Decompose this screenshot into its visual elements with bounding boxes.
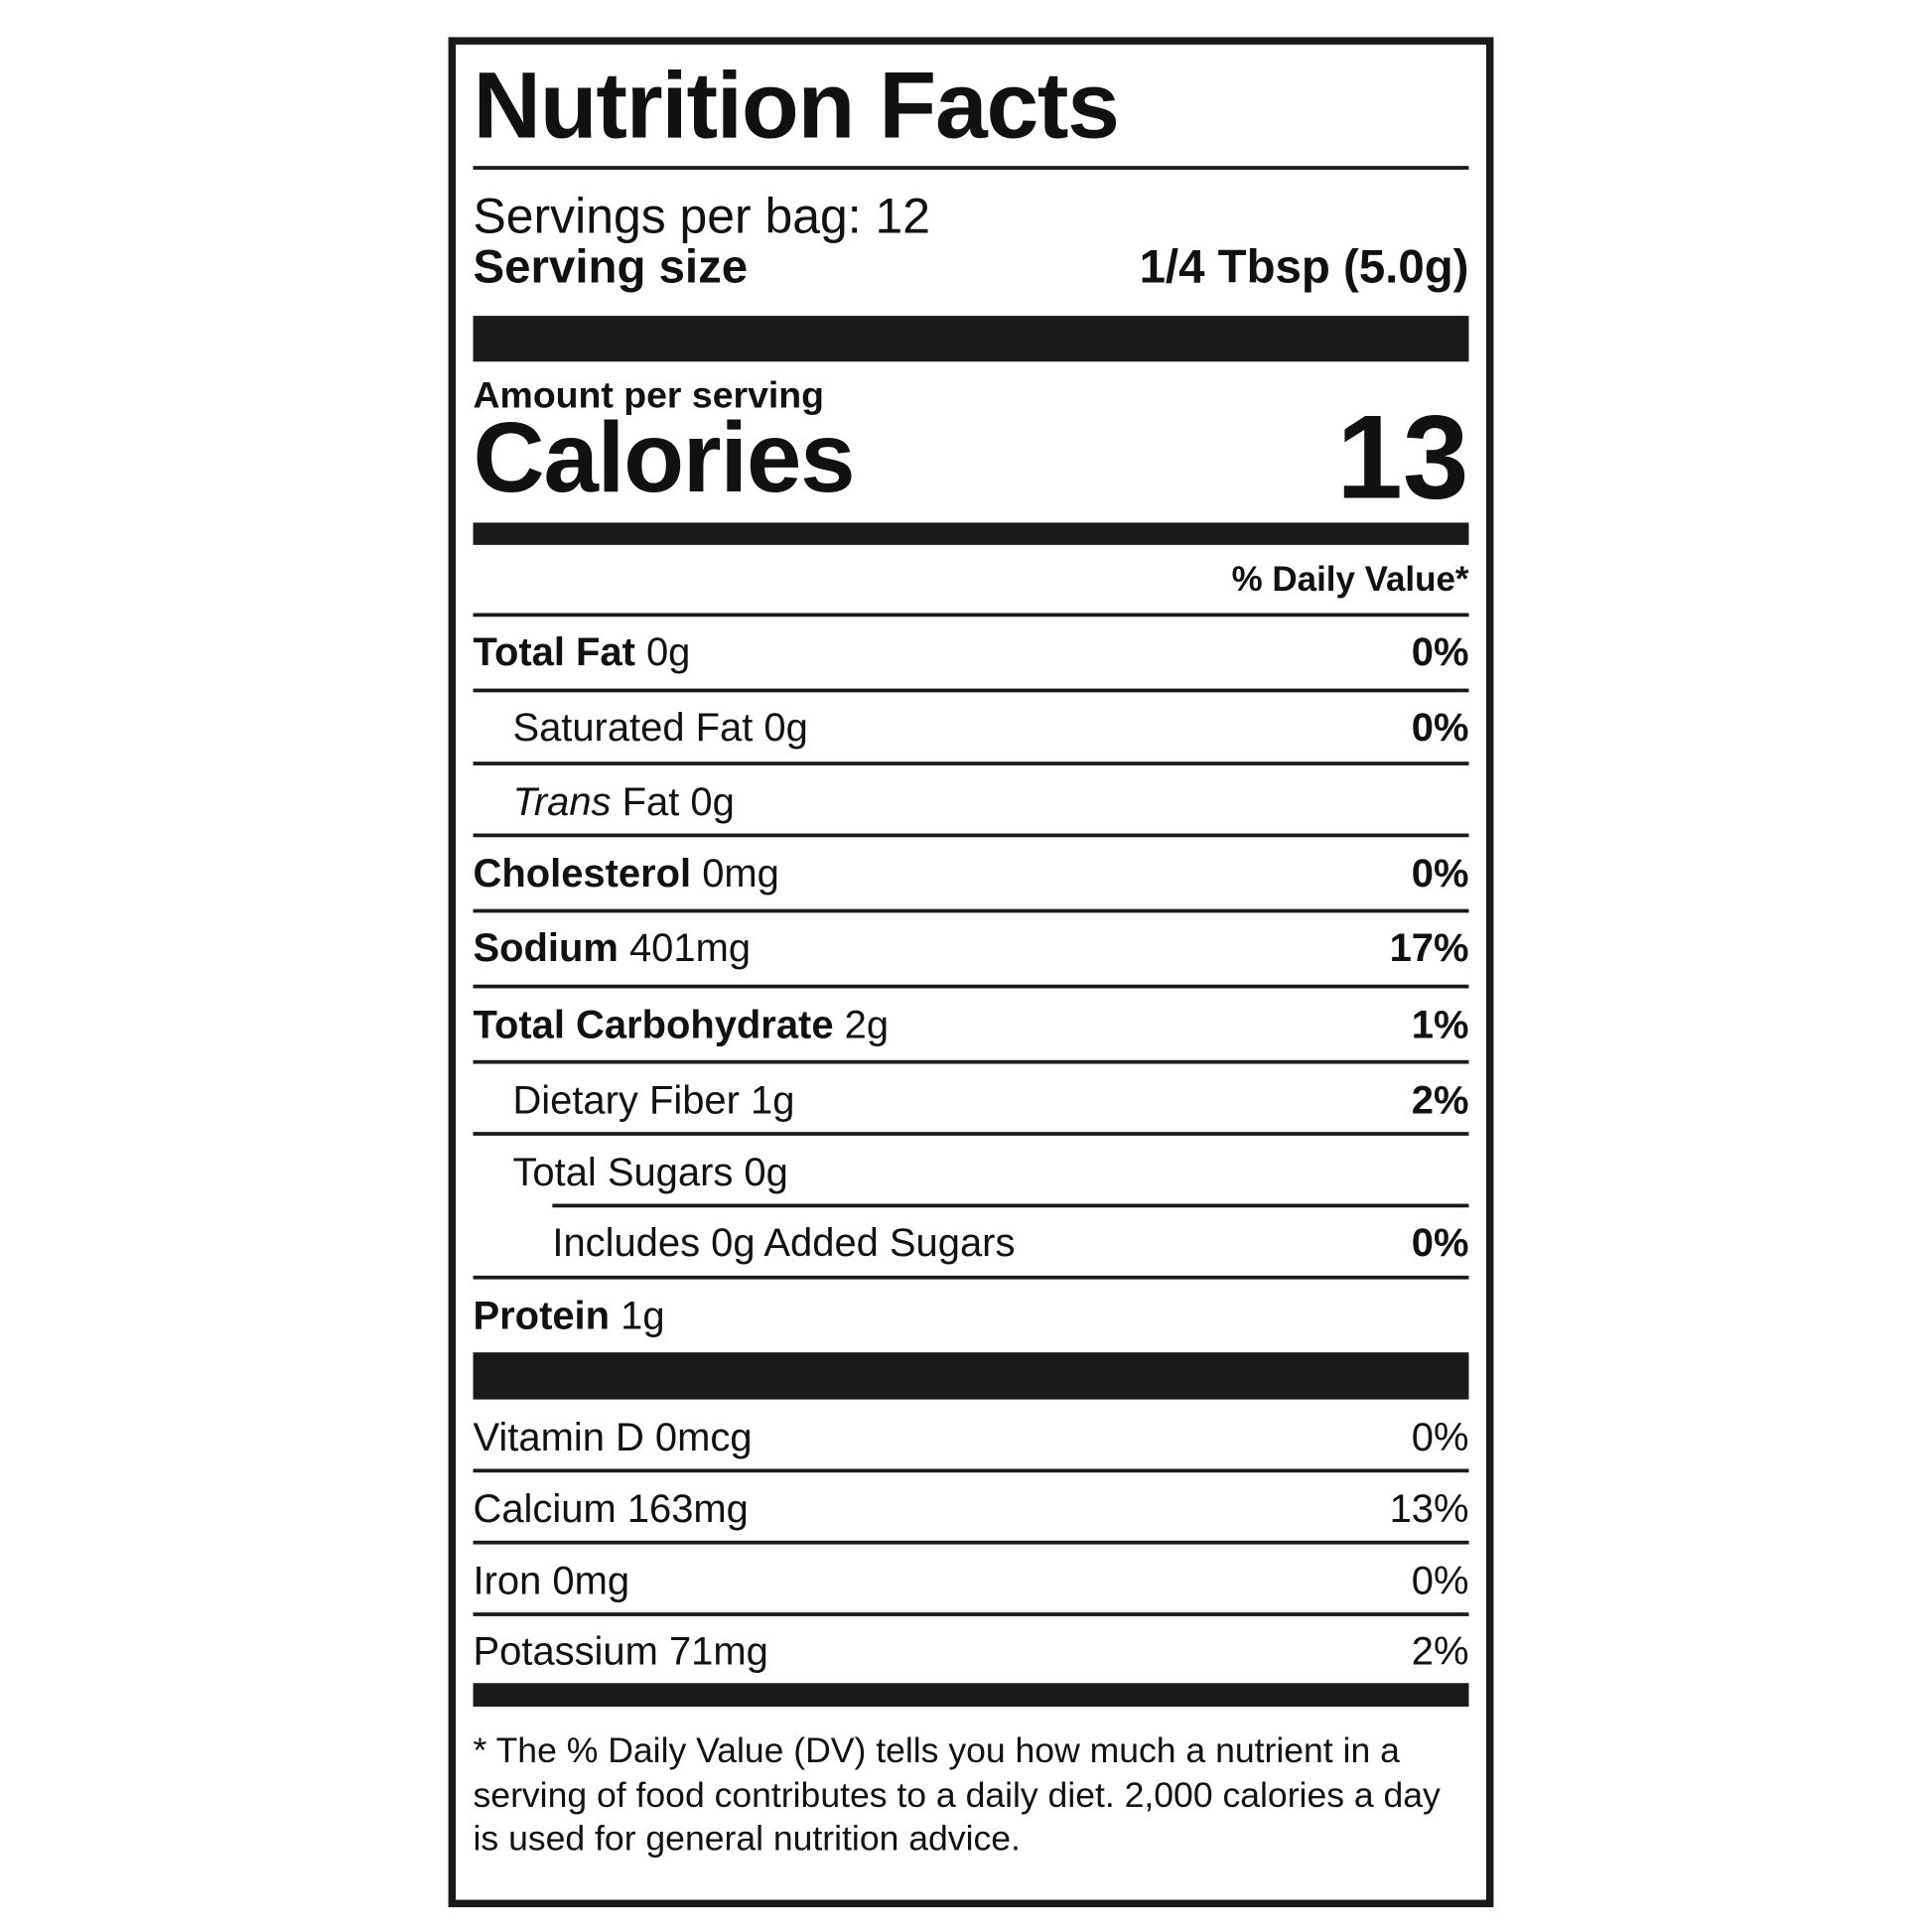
nutrient-dv: 0% [1411, 628, 1469, 673]
serving-size-value: 1/4 Tbsp (5.0g) [1139, 240, 1469, 294]
nutrient-name: Saturated Fat [512, 704, 754, 750]
rule [552, 1203, 1469, 1208]
nutrient-dv: 0% [1411, 1219, 1469, 1265]
vitamin-row: Calcium 163mg 13% [474, 1477, 1469, 1539]
nutrient-name: Sodium [473, 924, 619, 970]
nutrient-row: Dietary Fiber 1g 2% [474, 1069, 1469, 1131]
nutrient-name: Protein [473, 1292, 611, 1337]
title: Nutrition Facts [474, 53, 1469, 158]
vitamin-dv: 0% [1411, 1413, 1469, 1458]
calories-value: 13 [1336, 391, 1469, 524]
nutrient-row: Saturated Fat 0g 0% [474, 696, 1469, 758]
nutrient-amount: 1g [621, 1292, 665, 1337]
vitamin-row: Potassium 71mg 2% [474, 1620, 1469, 1682]
vitamin-name: Calcium [473, 1485, 617, 1531]
serving-size: Serving size 1/4 Tbsp (5.0g) [474, 240, 1469, 295]
rule [473, 833, 1469, 838]
vitamin-name: Potassium [473, 1627, 658, 1673]
nutrient-dv: 17% [1389, 924, 1469, 970]
nutrient-name: Cholesterol [473, 850, 692, 896]
label-border [448, 37, 1494, 1908]
vitamin-amount: 0mcg [654, 1413, 753, 1458]
vitamin-name: Iron [473, 1557, 542, 1602]
title-text: Nutrition Facts [473, 53, 1120, 159]
nutrient-row: Total Carbohydrate 2g 1% [474, 993, 1469, 1054]
vitamin-amount: 0mg [552, 1557, 630, 1602]
vitamin-dv: 0% [1411, 1557, 1469, 1602]
nutrient-amount: 0g [763, 704, 808, 750]
rule [473, 1468, 1469, 1473]
vitamin-row: Iron 0mg 0% [474, 1550, 1469, 1611]
nutrient-amount: 0g [690, 778, 735, 823]
thick-bar [473, 316, 1469, 362]
medium-bar [473, 522, 1469, 545]
nutrient-amount: 2g [844, 1001, 890, 1046]
nutrient-row: Total Fat 0g 0% [474, 621, 1469, 682]
medium-bar [473, 1683, 1469, 1707]
nutrient-dv: 2% [1411, 1076, 1469, 1122]
dv-header-text: % Daily Value* [1231, 559, 1469, 599]
nutrient-amount: 1g [751, 1076, 795, 1122]
dv-header: % Daily Value* [474, 555, 1469, 605]
nutrient-dv: 1% [1411, 1001, 1469, 1046]
rule [473, 166, 1469, 170]
servings: Servings per bag: 12 [474, 189, 1469, 245]
rule [473, 908, 1469, 913]
rule [473, 1540, 1469, 1545]
vitamin-dv: 2% [1411, 1627, 1469, 1673]
rule [473, 984, 1469, 989]
servings-text: Servings per bag: 12 [473, 189, 930, 244]
nutrient-name: Total Sugars [512, 1149, 734, 1193]
rule [473, 688, 1469, 693]
rule [473, 1275, 1469, 1280]
nutrient-name-italic: Trans [512, 778, 612, 823]
rule [473, 613, 1469, 618]
vitamin-amount: 71mg [668, 1627, 768, 1673]
nutrient-name: Total Carbohydrate [473, 1001, 834, 1046]
thick-bar [473, 1352, 1469, 1400]
nutrient-amount: 0mg [702, 850, 779, 896]
nutrient-amount: 401mg [628, 924, 752, 970]
nutrient-dv: 0% [1411, 704, 1469, 750]
rule [473, 1059, 1469, 1064]
calories-label: Calories [473, 402, 856, 513]
serving-size-label: Serving size [473, 240, 749, 294]
nutrient-row: Total Sugars 0g [474, 1141, 1469, 1202]
footnote: * The % Daily Value (DV) tells you how m… [473, 1730, 1441, 1860]
nutrient-row: Sodium 401mg 17% [474, 916, 1469, 978]
calories: Calories 13 [473, 391, 1469, 523]
vitamin-name: Vitamin D [473, 1413, 644, 1458]
nutrient-row: Includes 0g Added Sugars 0% [474, 1211, 1469, 1273]
nutrient-row: Trans Fat 0g [474, 770, 1469, 832]
nutrient-name: Includes 0g Added Sugars [552, 1219, 1016, 1265]
nutrient-amount: 0g [645, 628, 691, 673]
vitamin-amount: 163mg [626, 1485, 749, 1531]
amount-per-serving: Amount per serving [473, 374, 1469, 417]
vitamin-row: Vitamin D 0mcg 0% [474, 1406, 1469, 1467]
nutrient-name: Total Fat [473, 628, 635, 673]
nutrient-dv: 0% [1411, 850, 1469, 896]
nutrient-row: Protein 1g [474, 1285, 1469, 1346]
rule [473, 1132, 1469, 1136]
amount-text: Amount per serving [473, 374, 825, 417]
nutrient-amount: 0g [744, 1149, 788, 1193]
vitamin-dv: 13% [1389, 1485, 1469, 1531]
rule [473, 1612, 1469, 1616]
nutrient-row: Cholesterol 0mg 0% [474, 842, 1469, 903]
nutrient-name: Fat [621, 778, 680, 823]
nutrient-name: Dietary Fiber [512, 1076, 740, 1122]
rule [473, 761, 1469, 765]
